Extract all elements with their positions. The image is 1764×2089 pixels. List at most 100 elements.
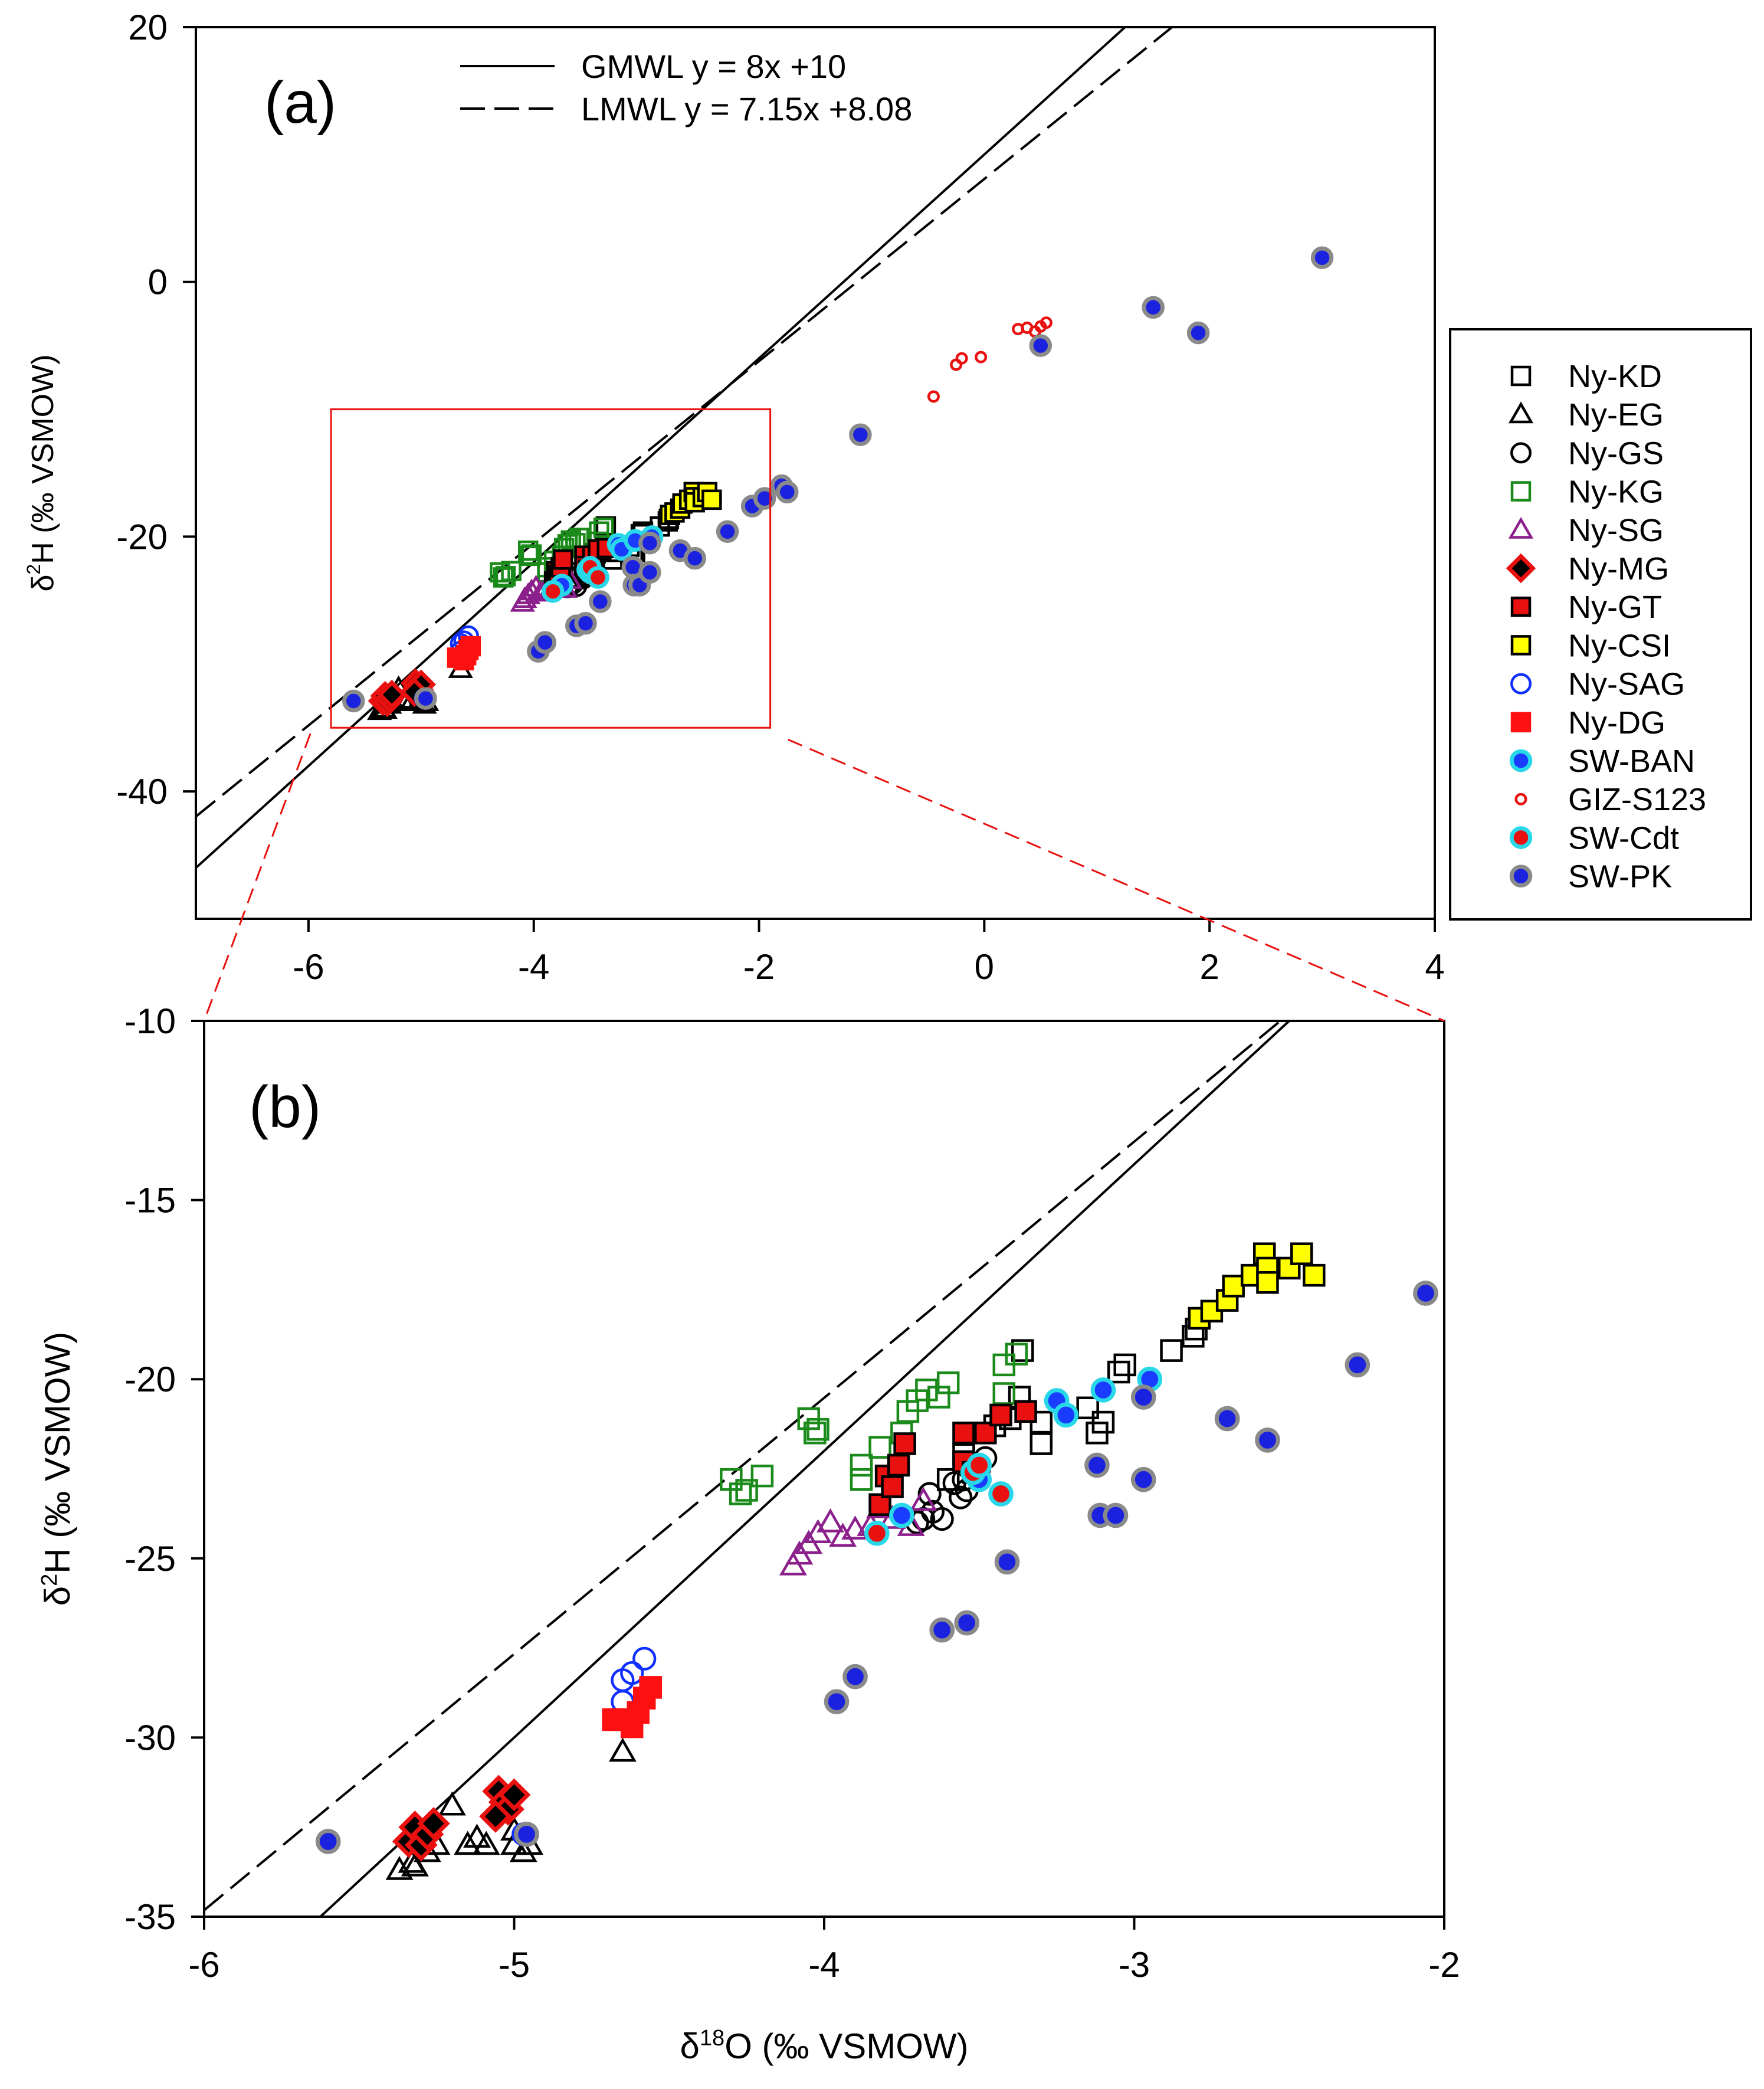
legend-frame [1449,328,1752,921]
line-legend-label-gmwl: GMWL y = 8x +10 [581,48,846,85]
y-axis-label: δ2H (‰ VSMOW) [23,354,60,591]
data-point-kg [521,544,542,565]
y-tick-label: -30 [124,1718,176,1757]
y-axis-label-text: H (‰ VSMOW) [38,1332,77,1574]
data-point-csi [1222,1275,1245,1298]
data-point-kd [1076,1396,1099,1420]
legend-marker-ban [1509,749,1533,772]
data-point-eg [401,1852,429,1877]
legend-item-pk: SW-PK [1509,859,1672,895]
x-tick-label: -3 [1119,1945,1150,1985]
data-point-pk [753,487,776,510]
data-point-kg [501,561,522,581]
data-points [315,1225,1517,1880]
panel-label: (a) [264,70,336,136]
y-tick-label: -35 [124,1897,176,1937]
legend-label-kg: Ny-KG [1568,474,1664,510]
legend-label-gt: Ny-GT [1568,590,1662,625]
line-lmwl [196,27,1174,818]
data-point-mg [376,679,407,710]
data-point-kg [490,562,510,583]
data-point-ban [1053,1402,1079,1428]
data-point-pk [1186,321,1210,345]
legend-item-dg: Ny-DG [1510,705,1665,741]
marker-legend: Ny-KDNy-EGNy-GSNy-KGNy-SGNy-MGNy-GTNy-CS… [1449,328,1752,921]
legend-item-kd: Ny-KD [1510,359,1662,394]
line-gmwl [319,1021,1291,1917]
series-csi [660,482,722,525]
line-legend: GMWL y = 8x +10 LMWL y = 7.15x +8.08 [460,48,912,127]
data-point-sg [909,1486,937,1511]
legend-marker-kd [1510,365,1532,387]
reference-lines [204,1021,1291,1917]
data-point-kd [936,1468,960,1491]
data-point-mg [479,1800,512,1833]
line-lmwl [204,1021,1283,1911]
y-axis-label-delta: δ [26,575,60,592]
data-point-pk [849,423,872,446]
y-axis-label-delta: δ [38,1586,77,1606]
series-cdt [541,555,609,603]
series-kg [720,1343,1028,1505]
x-tick-label: 2 [1199,947,1219,987]
data-point-pk [414,687,437,710]
data-point-kg [729,1482,752,1505]
legend-label-giz: GIZ-S123 [1568,782,1706,817]
data-point-kg [992,1382,1016,1405]
data-point-kd [1113,1353,1136,1377]
data-point-gt [553,549,573,570]
legend-item-gt: Ny-GT [1510,590,1662,625]
data-point-ban [1090,1377,1116,1403]
legend-label-sag: Ny-SAG [1568,667,1685,702]
data-point-eg [608,1737,637,1762]
x-tick-label: -2 [743,947,775,987]
legend-item-csi: Ny-CSI [1510,628,1671,663]
x-axis-label: δ18O (‰ VSMOW) [680,2026,969,2066]
legend-item-cdt: SW-Cdt [1509,820,1679,856]
data-point-pk [638,531,661,555]
y-tick-label: -10 [124,1001,176,1041]
data-point-kg [850,1468,873,1491]
x-axis-label-text: O (‰ VSMOW) [724,2026,968,2066]
data-point-kg [936,1371,960,1394]
data-point-kd [1107,1360,1130,1384]
data-point-pk [683,546,706,570]
data-point-csi [1256,1271,1279,1294]
data-point-csi [1303,1263,1326,1287]
legend-label-sg: Ny-SG [1568,513,1664,548]
data-point-eg [438,1791,466,1816]
data-point-pk [842,1664,868,1689]
line-gmwl [196,27,1127,869]
y-axis-label-text: H (‰ VSMOW) [26,354,60,564]
series-mg [368,668,437,718]
zoom-box [330,408,772,729]
data-point-gt [1014,1400,1037,1423]
data-point-pk [1496,1225,1517,1246]
legend-marker-gt [1510,596,1532,617]
x-axis-label-delta: δ [680,2026,700,2066]
data-point-pk [1413,1281,1438,1306]
data-point-kg [735,1479,758,1502]
legend-marker-sg [1508,517,1534,539]
data-point-pk [716,520,739,543]
legend-marker-gs [1510,442,1532,464]
data-point-pk [1310,246,1334,269]
data-point-pk [929,1617,955,1643]
line-legend-label-lmwl: LMWL y = 7.15x +8.08 [581,90,912,127]
data-point-pk [1345,1352,1370,1378]
data-point-pk [1449,1261,1470,1282]
legend-label-pk: SW-PK [1568,859,1672,895]
series-csi [1188,1242,1326,1330]
data-point-pk [1130,1466,1156,1492]
data-point-csi [701,489,722,510]
data-point-giz [955,352,968,365]
data-point-cdt [966,1452,992,1478]
panel-label: (b) [249,1074,321,1140]
plot-frame [195,26,1436,920]
legend-label-mg: Ny-MG [1568,551,1669,587]
series-cdt [864,1452,1014,1546]
y-tick-label: -20 [116,517,168,556]
data-point-mg [417,1807,450,1841]
legend-item-gs: Ny-GS [1510,436,1664,471]
